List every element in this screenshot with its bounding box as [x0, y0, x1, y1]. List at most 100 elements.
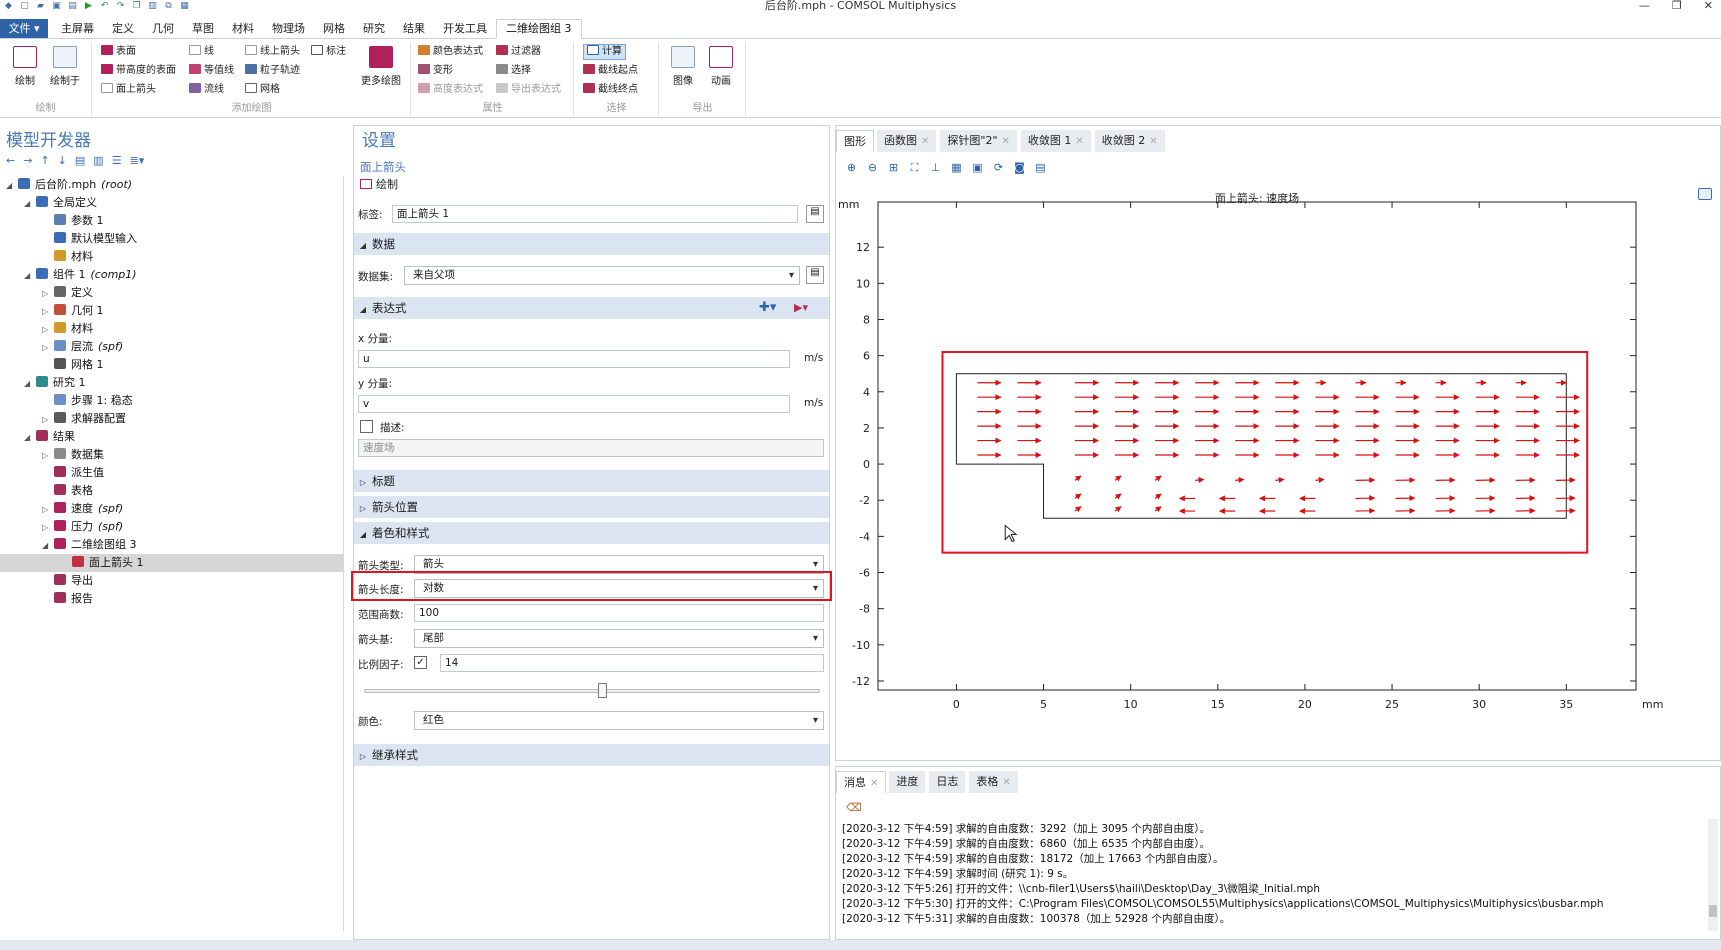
description-checkbox[interactable]	[360, 420, 373, 433]
tree-node[interactable]: 默认模型输入	[0, 230, 343, 248]
arrow-base-select[interactable]: 尾部	[414, 629, 824, 648]
tree-toggle-icon[interactable]: ◢	[24, 271, 31, 280]
section-title[interactable]: ▷ 标题	[354, 470, 829, 492]
image-button[interactable]: 图像	[664, 46, 702, 87]
scale-factor-checkbox[interactable]: ✓	[414, 656, 427, 669]
particle-tracing-button[interactable]: 粒子轨迹	[245, 63, 300, 79]
animation-button[interactable]: 动画	[702, 46, 740, 87]
tree-node[interactable]: 导出	[0, 572, 343, 590]
back-icon[interactable]: ←	[6, 154, 16, 167]
sort-icon[interactable]: ☰	[111, 154, 122, 167]
panel-tab[interactable]: 消息 ✕	[836, 771, 887, 793]
expand-icon[interactable]: ▥	[93, 154, 104, 167]
messages-scrollbar-thumb[interactable]	[1709, 905, 1717, 917]
tree-node[interactable]: ▷ 几何 1	[0, 302, 343, 320]
tree-node[interactable]: ▷ 求解器配置	[0, 410, 343, 428]
run-icon[interactable]: ▶	[85, 0, 92, 11]
tree-toggle-icon[interactable]: ▷	[42, 325, 49, 334]
description-input[interactable]: 速度场	[358, 439, 824, 457]
tree-toggle-icon[interactable]: ▷	[42, 523, 49, 532]
label-edit-icon[interactable]: ▤	[806, 205, 824, 223]
height-surface-button[interactable]: 带高度的表面	[101, 63, 176, 79]
duplicate-icon[interactable]: ⧉	[165, 0, 172, 11]
clear-messages-icon[interactable]: ⌫	[846, 801, 862, 814]
panel-tab[interactable]: 表格 ✕	[969, 771, 1019, 793]
close-tab-icon[interactable]: ✕	[1149, 136, 1158, 147]
tree-toggle-icon[interactable]: ◢	[6, 181, 13, 190]
x-component-input[interactable]: u	[358, 350, 790, 368]
streamline-button[interactable]: 流线	[189, 82, 224, 98]
selection-attr-button[interactable]: 选择	[496, 63, 531, 79]
tree-toggle-icon[interactable]: ▷	[42, 505, 49, 514]
tree-node[interactable]: ◢ 研究 1	[0, 374, 343, 392]
scale-slider-thumb[interactable]	[598, 683, 608, 698]
tree-node[interactable]: ▷ 层流 (spf)	[0, 338, 343, 356]
more-plots-button[interactable]: 更多绘图	[355, 46, 407, 87]
dataset-goto-icon[interactable]: ▤	[806, 266, 824, 284]
line-button[interactable]: 线	[189, 44, 214, 60]
close-tab-icon[interactable]: ✕	[921, 136, 930, 147]
y-component-input[interactable]: v	[358, 395, 790, 413]
menu-tab[interactable]: 开发工具	[443, 22, 487, 35]
tree-toggle-icon[interactable]: ▷	[42, 415, 49, 424]
mesh-button[interactable]: 网格	[245, 82, 280, 98]
menu-tab[interactable]: 草图	[192, 22, 214, 35]
menu-tab[interactable]: 研究	[363, 22, 385, 35]
tree-node[interactable]: ◢ 结果	[0, 428, 343, 446]
move-up-icon[interactable]: ↑	[40, 154, 50, 167]
menu-tab[interactable]: 主屏幕	[61, 22, 94, 35]
tree-node[interactable]: ◢ 后台阶.mph (root)	[0, 176, 343, 194]
range-quotient-input[interactable]: 100	[414, 604, 824, 622]
annotation-button[interactable]: 标注	[311, 44, 346, 60]
reset-view-icon[interactable]: ⟳	[993, 161, 1004, 174]
arrow-surface-button[interactable]: 面上箭头	[101, 82, 156, 98]
dataset-select[interactable]: 来自父项	[404, 266, 800, 285]
menu-tab[interactable]: 二维绘图组 3	[496, 19, 582, 39]
tree-node[interactable]: ◢ 全局定义	[0, 194, 343, 212]
menu-tab[interactable]: 结果	[403, 22, 425, 35]
minimize-button[interactable]: —	[1638, 0, 1650, 12]
copy-icon[interactable]: ❐	[132, 0, 141, 11]
tree-toggle-icon[interactable]: ◢	[24, 379, 31, 388]
tree-node[interactable]: 材料	[0, 248, 343, 266]
contour-button[interactable]: 等值线	[189, 63, 234, 79]
plot-canvas[interactable]: 面上箭头: 速度场 0 5 10 15 20 25 30 35 -12 -10 -8 -6 -4 -2 0 2 4…	[836, 180, 1720, 760]
close-tab-icon[interactable]: ✕	[1075, 136, 1084, 147]
panel-tab[interactable]: 探针图"2" ✕	[940, 130, 1018, 152]
delete-icon[interactable]: ▦	[180, 0, 189, 11]
legend-toggle-icon[interactable]	[1698, 188, 1712, 200]
save-icon[interactable]: ▣	[52, 0, 61, 11]
close-button[interactable]: ✕	[1703, 0, 1713, 12]
arrow-length-select[interactable]: 对数	[414, 579, 824, 598]
panel-tab[interactable]: 日志	[929, 771, 967, 793]
scale-slider-track[interactable]	[364, 683, 820, 698]
color-select[interactable]: 红色	[414, 711, 824, 730]
panel-tab[interactable]: 收敛图 2 ✕	[1094, 130, 1166, 152]
undo-icon[interactable]: ↶	[100, 0, 109, 11]
tree-node[interactable]: 表格	[0, 482, 343, 500]
tree-toggle-icon[interactable]: ▷	[42, 289, 49, 298]
tree-toggle-icon[interactable]: ◢	[24, 433, 31, 442]
zoom-box-icon[interactable]: ⊞	[888, 161, 899, 174]
insert-expression-icon[interactable]: ▶▾	[794, 301, 808, 314]
filter-button[interactable]: 过滤器	[496, 44, 541, 60]
forward-icon[interactable]: →	[23, 154, 33, 167]
save-as-icon[interactable]: ▤	[68, 0, 77, 11]
plot-in-button[interactable]: 绘制于	[46, 46, 84, 87]
grid-toggle-icon[interactable]: ▦	[951, 161, 962, 174]
menu-tab[interactable]: 定义	[112, 22, 134, 35]
surface-button[interactable]: 表面	[101, 44, 136, 60]
compute-toggle[interactable]: 计算	[583, 44, 626, 60]
restore-button[interactable]: ❐	[1671, 0, 1682, 12]
tree-node[interactable]: ▷ 材料	[0, 320, 343, 338]
tree-toggle-icon[interactable]: ◢	[24, 199, 31, 208]
tree-node[interactable]: ◢ 组件 1 (comp1)	[0, 266, 343, 284]
label-input[interactable]: 面上箭头 1	[392, 205, 798, 223]
cut-line-start-button[interactable]: 截线起点	[583, 63, 638, 79]
panel-tab[interactable]: 图形	[836, 130, 874, 152]
close-tab-icon[interactable]: ✕	[1001, 136, 1010, 147]
color-expression-button[interactable]: 颜色表达式	[418, 44, 483, 60]
section-arrow-position[interactable]: ▷ 箭头位置	[354, 496, 829, 518]
section-coloring-style[interactable]: ◢ 着色和样式	[354, 522, 829, 544]
deformation-button[interactable]: 变形	[418, 63, 453, 79]
